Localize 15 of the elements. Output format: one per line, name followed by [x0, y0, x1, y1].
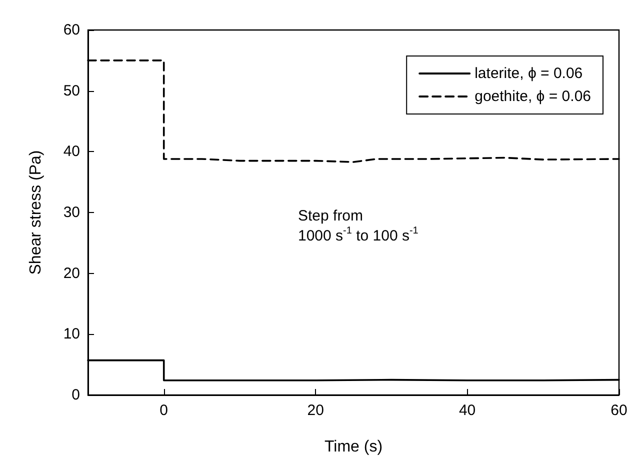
x-tick-label: 20: [307, 402, 324, 419]
y-tick-label: 20: [63, 264, 80, 282]
legend-label: goethite, ϕ = 0.06: [474, 88, 591, 105]
x-tick-label: 60: [610, 402, 628, 419]
y-tick-label: 50: [63, 82, 80, 100]
x-axis-title: Time (s): [324, 438, 383, 456]
y-axis-title: Shear stress (Pa): [28, 150, 44, 275]
x-tick-label: 0: [160, 402, 168, 419]
y-tick-label: 60: [63, 22, 80, 38]
x-tick-label: 40: [458, 402, 476, 419]
y-tick-label: 10: [63, 326, 80, 343]
y-tick-label: 0: [72, 386, 80, 404]
y-tick-label: 40: [63, 143, 80, 160]
y-tick-label: 30: [63, 204, 80, 221]
legend-label: laterite, ϕ = 0.06: [474, 65, 583, 82]
